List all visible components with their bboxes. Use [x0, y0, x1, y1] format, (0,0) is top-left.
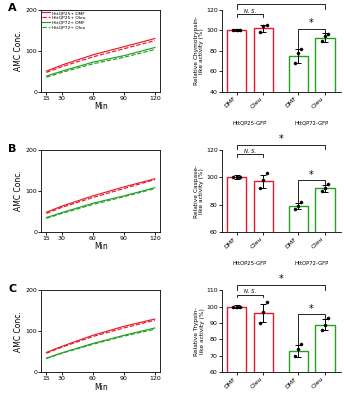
- Text: B: B: [8, 144, 17, 154]
- Text: C: C: [8, 284, 16, 294]
- Point: [234, 27, 239, 34]
- Bar: [254, 28, 273, 132]
- Legend: HttQP25+ DMF, HttQP25+ Oleu, HttQP72+ DMF, HttQP72+ Oleu: HttQP25+ DMF, HttQP25+ Oleu, HttQP72+ DM…: [42, 11, 85, 29]
- Y-axis label: Relative Trypsin-
like activity (%): Relative Trypsin- like activity (%): [194, 307, 205, 356]
- Point: [325, 181, 331, 188]
- Point: [319, 37, 324, 44]
- Text: HttOP25-GFP: HttOP25-GFP: [233, 261, 267, 266]
- Point: [319, 188, 324, 194]
- Y-axis label: Relative Caspase-
like activity (%): Relative Caspase- like activity (%): [194, 164, 204, 218]
- Point: [230, 304, 236, 310]
- Point: [292, 206, 298, 212]
- Text: *: *: [278, 134, 283, 144]
- X-axis label: Min: Min: [94, 102, 108, 111]
- Point: [234, 174, 239, 181]
- Point: [237, 27, 243, 34]
- Point: [261, 23, 266, 30]
- Point: [322, 185, 328, 192]
- Bar: [315, 38, 335, 132]
- Text: *: *: [309, 304, 314, 314]
- Text: N. S.: N. S.: [244, 9, 256, 14]
- Point: [261, 308, 266, 315]
- Text: HttQP72-GFP: HttQP72-GFP: [294, 121, 329, 126]
- Point: [230, 27, 236, 34]
- Point: [299, 199, 304, 205]
- Y-axis label: AMC Conc.: AMC Conc.: [13, 171, 23, 211]
- Point: [234, 304, 239, 310]
- Y-axis label: AMC Conc.: AMC Conc.: [13, 311, 23, 352]
- Point: [264, 170, 269, 176]
- Point: [237, 304, 243, 310]
- X-axis label: Min: Min: [94, 382, 108, 392]
- Point: [325, 31, 331, 38]
- Bar: [254, 313, 273, 400]
- Text: *: *: [309, 170, 314, 180]
- Point: [319, 326, 324, 333]
- Point: [322, 322, 328, 328]
- Bar: [315, 188, 335, 313]
- Bar: [315, 325, 335, 400]
- Point: [295, 50, 301, 56]
- Point: [230, 174, 236, 181]
- Text: HttQP25-GFP: HttQP25-GFP: [233, 121, 267, 126]
- Bar: [227, 178, 246, 313]
- Point: [292, 60, 298, 66]
- Y-axis label: AMC Conc.: AMC Conc.: [13, 30, 23, 71]
- Bar: [227, 307, 246, 400]
- Text: *: *: [278, 274, 283, 284]
- Point: [237, 174, 243, 181]
- Point: [299, 341, 304, 348]
- Text: HttOP72-GFP: HttOP72-GFP: [294, 261, 329, 266]
- Point: [292, 352, 298, 359]
- Point: [257, 185, 263, 192]
- Text: N. S.: N. S.: [244, 289, 256, 294]
- Point: [295, 346, 301, 352]
- Point: [264, 22, 269, 28]
- X-axis label: Min: Min: [94, 242, 108, 251]
- Bar: [289, 206, 308, 313]
- Bar: [289, 351, 308, 400]
- Text: *: *: [309, 18, 314, 28]
- Bar: [289, 56, 308, 132]
- Point: [325, 315, 331, 321]
- Point: [257, 320, 263, 326]
- Text: N. S.: N. S.: [244, 149, 256, 154]
- Bar: [227, 30, 246, 132]
- Point: [299, 46, 304, 52]
- Point: [264, 299, 269, 305]
- Bar: [254, 182, 273, 313]
- Point: [322, 33, 328, 40]
- Text: A: A: [8, 4, 17, 14]
- Y-axis label: Relative Chymotrypsin-
like activity (%): Relative Chymotrypsin- like activity (%): [194, 16, 204, 85]
- Point: [257, 29, 263, 36]
- Point: [295, 203, 301, 209]
- Text: *: *: [278, 0, 283, 4]
- Point: [261, 177, 266, 183]
